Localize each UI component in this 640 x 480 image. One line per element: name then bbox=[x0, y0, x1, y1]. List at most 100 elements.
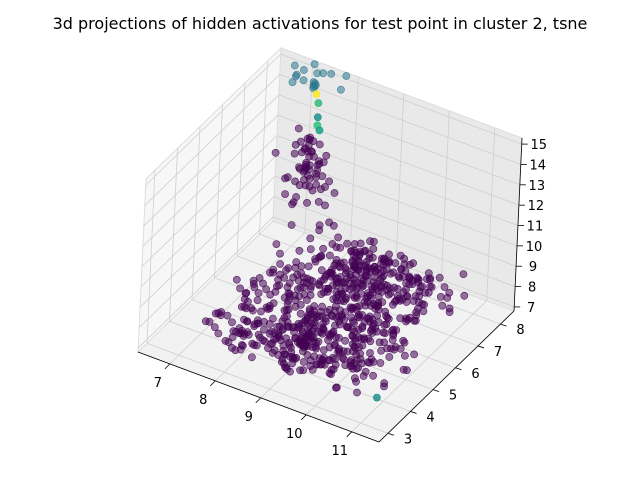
data-point bbox=[316, 185, 325, 193]
data-point bbox=[339, 355, 348, 363]
grid-line-x-back bbox=[349, 76, 359, 250]
data-point bbox=[348, 256, 357, 265]
data-point bbox=[354, 343, 363, 352]
data-point bbox=[343, 239, 351, 248]
data-point bbox=[372, 393, 381, 402]
x-tick-label: 11 bbox=[331, 444, 348, 459]
y-tick-mark bbox=[432, 389, 440, 392]
grid-line-x-back bbox=[486, 127, 496, 301]
grid-line-z-left bbox=[141, 135, 278, 267]
data-point bbox=[371, 301, 380, 309]
data-point bbox=[346, 271, 355, 279]
z-tick-label: 13 bbox=[529, 179, 546, 194]
data-point bbox=[285, 292, 294, 301]
data-point bbox=[356, 355, 365, 363]
data-point bbox=[299, 76, 308, 85]
data-point bbox=[306, 234, 315, 243]
data-point bbox=[232, 275, 241, 284]
data-point bbox=[365, 358, 374, 367]
data-point bbox=[310, 318, 319, 327]
data-point bbox=[312, 344, 320, 353]
x-tick-label: 10 bbox=[286, 427, 303, 442]
axis-lines bbox=[137, 137, 528, 443]
grid-line-z-left bbox=[142, 114, 279, 247]
grid-line-y-left bbox=[214, 104, 223, 278]
data-point bbox=[282, 266, 290, 274]
data-point bbox=[287, 348, 296, 357]
data-point bbox=[321, 201, 329, 210]
data-point bbox=[315, 140, 324, 149]
data-point bbox=[311, 257, 320, 266]
z-tick-label: 12 bbox=[528, 199, 545, 214]
data-point bbox=[332, 383, 340, 392]
data-point bbox=[421, 288, 430, 297]
data-point bbox=[214, 329, 223, 338]
data-point bbox=[355, 302, 364, 310]
chart-title: 3d projections of hidden activations for… bbox=[52, 14, 588, 33]
data-point bbox=[315, 226, 324, 235]
data-point bbox=[390, 283, 399, 292]
data-point bbox=[325, 177, 333, 186]
data-point bbox=[279, 346, 288, 355]
data-point bbox=[296, 366, 304, 375]
data-point bbox=[399, 365, 408, 374]
data-point bbox=[265, 320, 274, 328]
data-point bbox=[289, 354, 297, 363]
data-point bbox=[342, 72, 351, 80]
data-point bbox=[389, 268, 398, 277]
data-point bbox=[354, 312, 363, 321]
data-point bbox=[325, 369, 334, 377]
data-point bbox=[236, 345, 245, 354]
data-point bbox=[308, 365, 317, 374]
data-point bbox=[266, 290, 275, 299]
data-point bbox=[227, 343, 236, 352]
data-point bbox=[319, 69, 327, 78]
data-point bbox=[350, 319, 358, 327]
data-point bbox=[276, 249, 284, 258]
data-point bbox=[350, 246, 359, 255]
data-point bbox=[271, 148, 280, 157]
data-point bbox=[240, 295, 249, 303]
data-point bbox=[334, 344, 343, 353]
y-tick-mark bbox=[477, 345, 485, 349]
data-point bbox=[412, 311, 421, 320]
data-point bbox=[327, 70, 336, 78]
data-point bbox=[290, 149, 299, 158]
data-point bbox=[380, 280, 389, 289]
data-point bbox=[366, 237, 374, 246]
data-point bbox=[419, 307, 428, 316]
data-point bbox=[343, 347, 352, 356]
data-point bbox=[253, 296, 262, 305]
grid-line-z-back bbox=[273, 196, 516, 287]
grid-line-z-left bbox=[145, 53, 281, 186]
data-point bbox=[443, 293, 452, 302]
data-point bbox=[281, 190, 289, 198]
data-point bbox=[308, 332, 316, 341]
x-axis-line bbox=[137, 351, 380, 443]
data-point bbox=[283, 283, 292, 291]
data-point bbox=[358, 281, 367, 290]
data-point bbox=[254, 330, 263, 339]
data-point bbox=[267, 327, 276, 336]
data-point bbox=[297, 148, 306, 157]
x-tick-label: 8 bbox=[199, 393, 207, 408]
data-point bbox=[205, 317, 214, 326]
data-point bbox=[371, 284, 380, 293]
data-point bbox=[379, 328, 388, 337]
grid-line-x-back bbox=[395, 93, 405, 267]
data-point bbox=[377, 269, 385, 278]
data-point bbox=[358, 322, 367, 331]
data-point bbox=[376, 359, 385, 367]
data-point bbox=[277, 358, 286, 366]
data-point bbox=[396, 314, 405, 322]
data-point bbox=[381, 307, 390, 316]
data-point bbox=[299, 66, 308, 74]
data-point bbox=[343, 323, 352, 331]
data-point bbox=[210, 323, 219, 332]
data-point bbox=[318, 323, 327, 332]
data-point bbox=[347, 305, 356, 313]
data-point bbox=[396, 251, 405, 260]
data-point bbox=[378, 287, 386, 296]
data-point bbox=[283, 299, 292, 308]
